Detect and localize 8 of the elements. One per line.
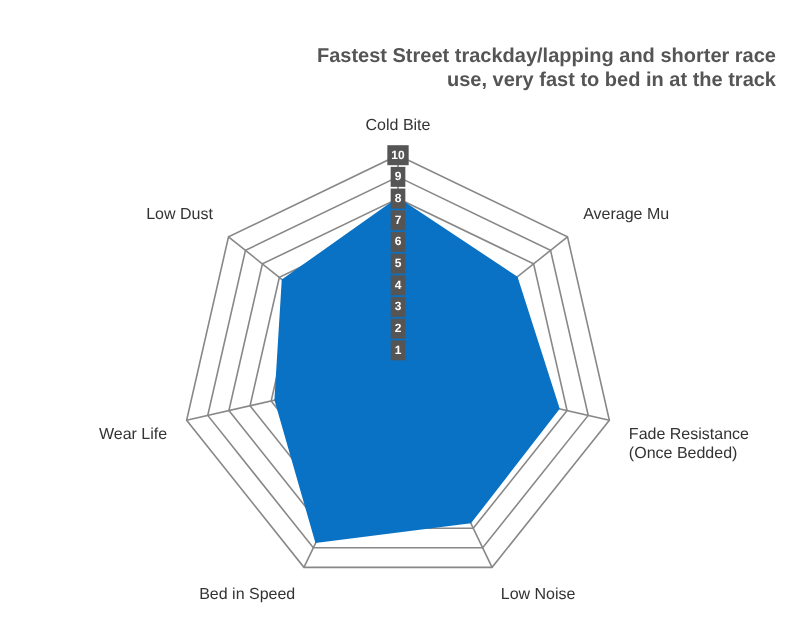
spoke-label: Average Mu (583, 205, 670, 224)
spoke-label: Low Noise (500, 585, 577, 604)
chart-title: Fastest Street trackday/lapping and shorter race use, very fast to bed in at the track (316, 45, 777, 92)
spoke-label: Fade Resistance (Once Bedded) (628, 424, 751, 462)
spoke-label: Bed in Speed (199, 585, 296, 604)
spoke-label: Low Dust (146, 205, 215, 224)
spoke-label: Cold Bite (365, 116, 432, 135)
spoke-label: Wear Life (98, 424, 169, 443)
